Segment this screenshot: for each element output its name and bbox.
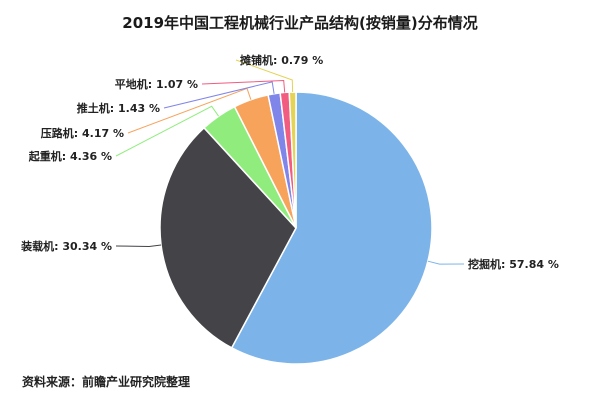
slice-label-2: 起重机: 4.36 % — [28, 149, 112, 163]
slice-label-3: 压路机: 4.17 % — [41, 126, 124, 140]
chart-title: 2019年中国工程机械行业产品结构(按销量)分布情况 — [122, 14, 477, 32]
pie-slice-6 — [288, 91, 297, 229]
leader-line-5 — [201, 79, 286, 93]
pie-slice-1 — [159, 126, 297, 349]
leader-line-1 — [115, 244, 162, 248]
pie-slice-0 — [230, 91, 433, 365]
slice-label-4: 推土机: 1.43 % — [77, 101, 160, 115]
leader-line-2 — [115, 105, 220, 157]
leader-lines — [115, 59, 465, 265]
pie-slices — [159, 91, 433, 365]
source-note: 资料来源：前瞻产业研究院整理 — [22, 374, 190, 389]
slice-label-5: 平地机: 1.07 % — [115, 77, 198, 91]
leader-line-4 — [163, 81, 275, 109]
slice-label-6: 摊铺机: 0.79 % — [240, 53, 323, 67]
leader-line-0 — [427, 260, 465, 265]
slice-label-1: 装载机: 30.34 % — [20, 239, 112, 253]
slice-labels: 挖掘机: 57.84 % 装载机: 30.34 % 起重机: 4.36 % 压路机: … — [20, 53, 559, 271]
leader-line-6 — [235, 59, 294, 93]
slice-label-0: 挖掘机: 57.84 % — [468, 257, 559, 271]
